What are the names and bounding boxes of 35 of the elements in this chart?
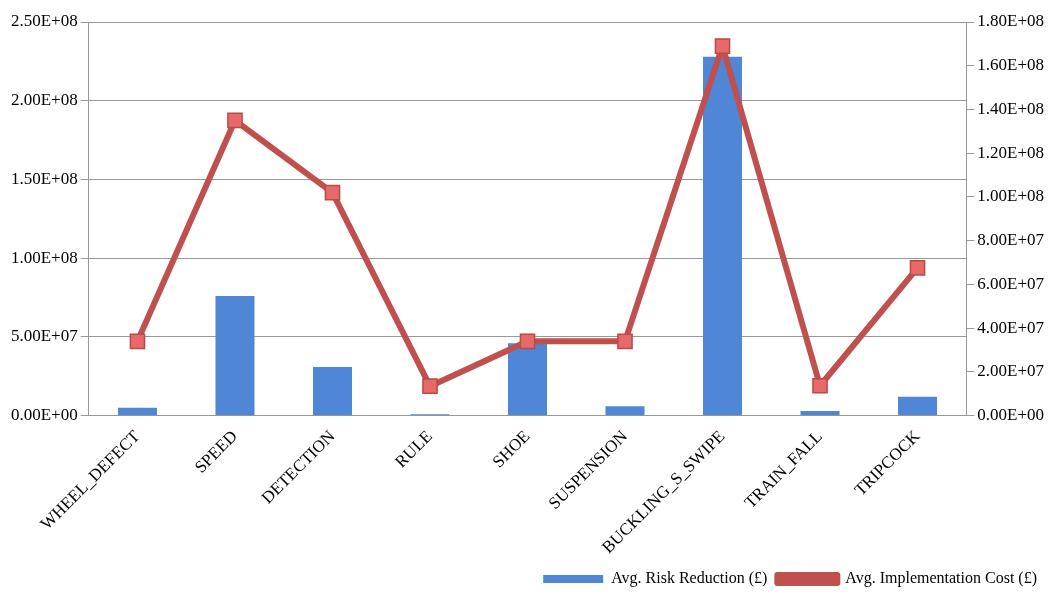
bar (312, 366, 352, 416)
y2-tick-label: 1.20E+08 (977, 142, 1045, 162)
bar (800, 410, 840, 416)
y2-tick-label: 1.80E+08 (977, 11, 1045, 31)
y2-tick-label: 4.00E+07 (977, 317, 1045, 337)
bar (117, 407, 157, 416)
y2-tick-label: 1.00E+08 (977, 186, 1045, 206)
y-tick-label: 1.00E+08 (10, 247, 78, 267)
point (129, 333, 146, 350)
y-tick-label: 0.00E+00 (10, 405, 78, 425)
y-tick-label: 1.50E+08 (10, 168, 78, 188)
point (324, 184, 341, 201)
y2-tick-label: 6.00E+07 (977, 273, 1045, 293)
point (617, 333, 633, 350)
point (714, 38, 731, 54)
y2-tick-label: 1.40E+08 (977, 98, 1045, 118)
y2-tick-label: 8.00E+07 (977, 230, 1045, 250)
point (812, 377, 828, 394)
y-tick-label: 5.00E+07 (10, 326, 79, 346)
point (519, 333, 536, 350)
y2-tick-label: 2.00E+07 (977, 361, 1045, 381)
bar (703, 56, 743, 416)
point (422, 378, 438, 394)
y2-tick-label: 1.60E+08 (977, 55, 1045, 75)
legend-label: Avg. Implementation Cost (£) (845, 569, 1037, 588)
point (227, 112, 243, 129)
bar (215, 296, 255, 416)
y2-tick-label: 0.00E+00 (977, 405, 1045, 425)
bar (898, 396, 938, 416)
legend-label: Avg. Risk Reduction (£) (611, 569, 768, 588)
point (909, 260, 926, 276)
bar (605, 406, 645, 416)
y-tick-label: 2.50E+08 (10, 11, 78, 31)
y-tick-label: 2.00E+08 (10, 90, 78, 110)
bar (508, 343, 547, 416)
